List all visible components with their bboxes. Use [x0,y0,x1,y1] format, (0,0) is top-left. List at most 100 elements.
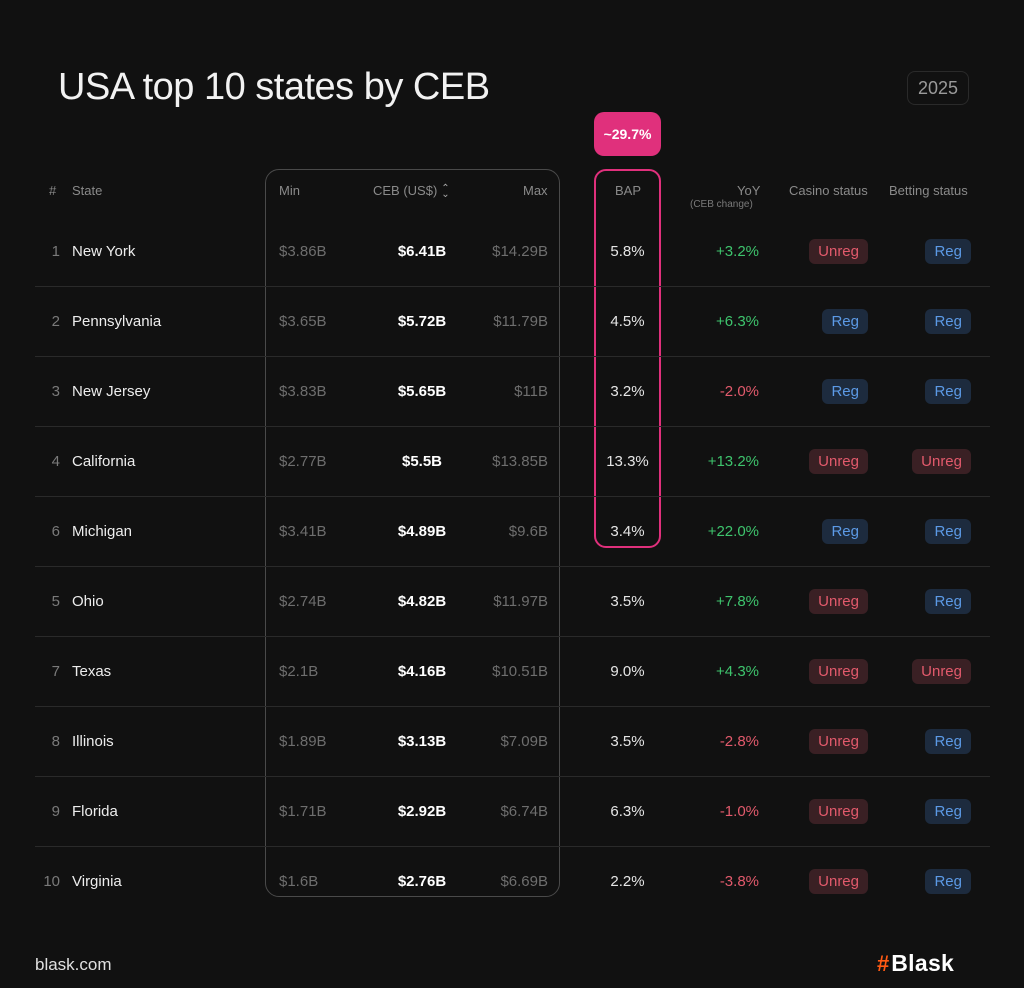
max-cell: $10.51B [492,662,548,680]
table-row[interactable]: 1 New York $3.86B $6.41B $14.29B 5.8% +3.2% Unr… [35,216,990,287]
casino-status-cell: Reg [775,496,868,566]
casino-status-cell: Unreg [775,846,868,916]
table-row[interactable]: 8 Illinois $1.89B $3.13B $7.09B 3.5% -2.8% Unre… [35,706,990,777]
table-row[interactable]: 2 Pennsylvania $3.65B $5.72B $11.79B 4.5% +6.3… [35,286,990,357]
casino-status-cell: Reg [775,286,868,356]
min-cell: $1.71B [279,802,327,820]
year-badge[interactable]: 2025 [907,71,969,105]
yoy-cell: -2.8% [719,732,759,750]
casino-status-badge: Reg [822,518,868,544]
casino-status-badge: Unreg [809,238,868,264]
min-cell: $3.83B [279,382,327,400]
sort-updown-icon[interactable]: ⌃ ⌄ [441,182,450,200]
casino-status-badge: Unreg [809,728,868,754]
table-row[interactable]: 3 New Jersey $3.83B $5.65B $11B 3.2% -2.0% Reg R… [35,356,990,427]
rank-cell: 2 [51,312,60,330]
min-cell: $3.41B [279,522,327,540]
min-cell: $1.6B [279,872,319,890]
casino-status-cell: Unreg [775,706,868,776]
casino-status-badge: Unreg [809,588,868,614]
casino-status-badge: Reg [822,308,868,334]
bap-cell: 9.0% [610,662,645,680]
betting-status-cell: Reg [885,846,971,916]
casino-status-badge: Unreg [809,448,868,474]
header-bap: BAP [615,183,642,198]
yoy-cell: +13.2% [707,452,759,470]
casino-status-cell: Unreg [775,426,868,496]
state-cell: New Jersey [72,382,151,400]
state-cell: California [72,452,136,470]
betting-status-badge: Reg [925,518,971,544]
max-cell: $11.97B [493,592,548,610]
table-row[interactable]: 9 Florida $1.71B $2.92B $6.74B 6.3% -1.0% Unreg… [35,776,990,847]
ceb-cell: $4.89B [397,522,447,540]
ceb-cell: $4.16B [397,662,447,680]
table-row[interactable]: 7 Texas $2.1B $4.16B $10.51B 9.0% +4.3% Unreg Un… [35,636,990,707]
betting-status-cell: Reg [885,356,971,426]
rank-cell: 6 [51,522,60,540]
yoy-cell: -1.0% [719,802,759,820]
table-row[interactable]: 6 Michigan $3.41B $4.89B $9.6B 3.4% +22.0% Reg R… [35,496,990,567]
table-row[interactable]: 10 Virginia $1.6B $2.76B $6.69B 2.2% -3.8% Unre… [35,846,990,916]
bap-total-badge: ~29.7% [594,112,661,156]
state-cell: Florida [72,802,118,820]
casino-status-badge: Unreg [809,798,868,824]
yoy-cell: +6.3% [716,312,759,330]
header-ceb[interactable]: CEB (US$) ⌃ ⌄ [373,182,450,200]
rank-cell: 4 [51,452,60,470]
betting-status-badge: Reg [925,238,971,264]
bap-cell: 3.2% [610,382,645,400]
betting-status-cell: Reg [885,566,971,636]
header-state[interactable]: State [72,183,103,198]
header-casino-status: Casino status [789,183,868,198]
betting-status-cell: Reg [885,776,971,846]
min-cell: $2.74B [279,592,327,610]
max-cell: $9.6B [508,522,548,540]
state-cell: Pennsylvania [72,312,162,330]
betting-status-badge: Reg [925,308,971,334]
rank-cell: 3 [51,382,60,400]
rank-cell: 1 [51,242,60,260]
ceb-cell: $6.41B [397,242,447,260]
footer-website-link[interactable]: blask.com [35,955,112,974]
casino-status-cell: Unreg [775,216,868,286]
state-cell: Michigan [72,522,133,540]
rank-cell: 8 [51,732,60,750]
bap-cell: 2.2% [610,872,645,890]
min-cell: $2.77B [279,452,327,470]
betting-status-badge: Reg [925,798,971,824]
betting-status-badge: Unreg [912,448,971,474]
max-cell: $6.69B [500,872,548,890]
logo-wordmark: Blask [891,950,955,976]
hash-logo-icon: # [877,950,890,976]
yoy-cell: -3.8% [719,872,759,890]
bap-cell: 6.3% [610,802,645,820]
yoy-cell: +7.8% [716,592,759,610]
ceb-cell: $4.82B [397,592,447,610]
blask-logo: # Blask [877,950,954,977]
bap-cell: 5.8% [610,242,645,260]
bap-cell: 3.5% [610,732,645,750]
yoy-cell: +4.3% [716,662,759,680]
casino-status-cell: Reg [775,356,868,426]
table-row[interactable]: 4 California $2.77B $5.5B $13.85B 13.3% +13.2%… [35,426,990,497]
min-cell: $3.86B [279,242,327,260]
header-yoy-sub: (CEB change) [690,199,753,210]
page-title: USA top 10 states by CEB [58,66,490,108]
max-cell: $13.85B [492,452,548,470]
state-cell: Texas [72,662,112,680]
betting-status-badge: Reg [925,588,971,614]
betting-status-badge: Reg [925,868,971,894]
header-max: Max [523,183,548,198]
state-cell: New York [72,242,136,260]
betting-status-cell: Reg [885,216,971,286]
rank-cell: 5 [51,592,60,610]
state-cell: Virginia [72,872,122,890]
max-cell: $14.29B [492,242,548,260]
ceb-cell: $2.92B [397,802,447,820]
max-cell: $6.74B [500,802,548,820]
bap-cell: 3.4% [610,522,645,540]
table-row[interactable]: 5 Ohio $2.74B $4.82B $11.97B 3.5% +7.8% Unreg Re… [35,566,990,637]
min-cell: $3.65B [279,312,327,330]
max-cell: $7.09B [500,732,548,750]
